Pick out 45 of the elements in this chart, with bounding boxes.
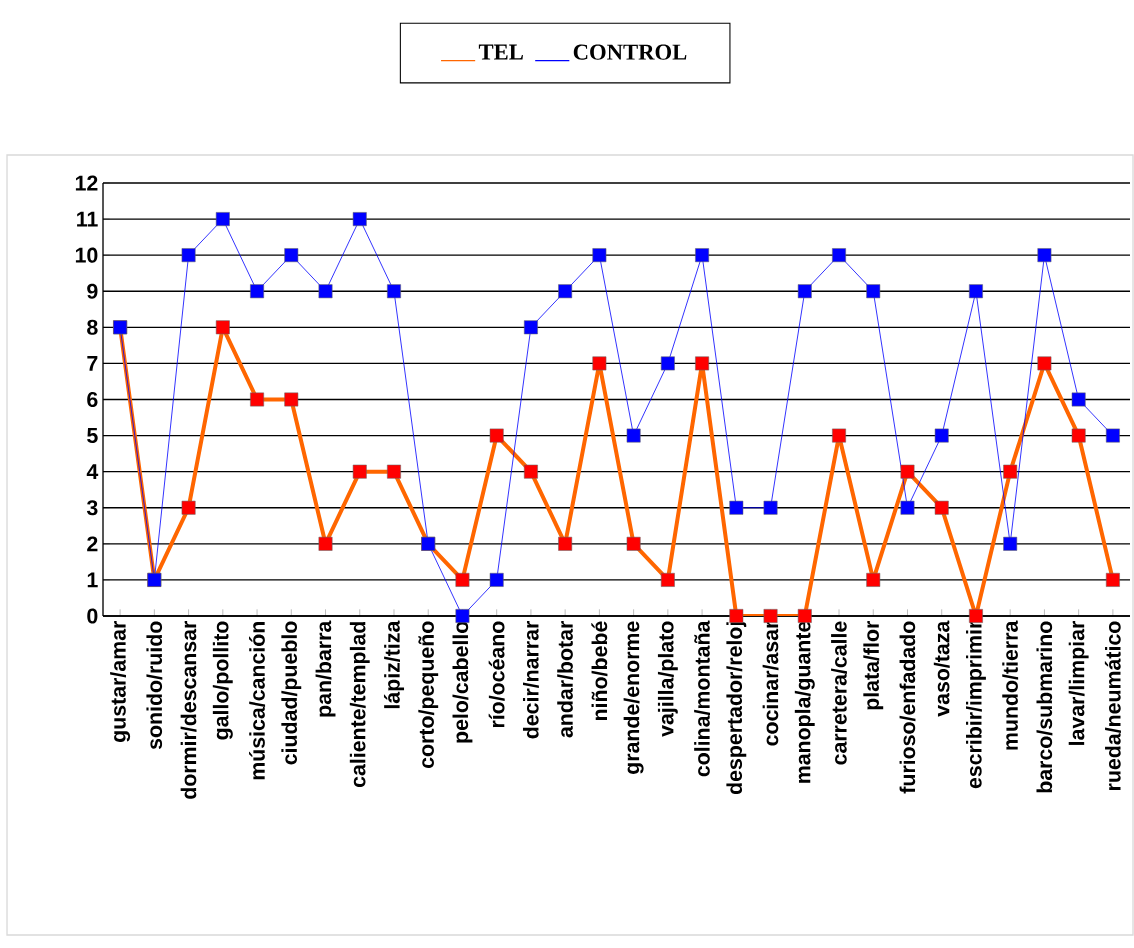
x-tick-label: corto/pequeño xyxy=(418,621,439,769)
y-tick-label: 10 xyxy=(75,247,98,263)
x-tick-label: lápiz/tiza xyxy=(383,620,405,709)
y-tick-label: 2 xyxy=(87,536,98,552)
x-tick-label: pan/barra xyxy=(315,620,336,717)
y-tick-label: 4 xyxy=(86,464,99,479)
legend-label: CONTROL xyxy=(573,44,687,60)
x-tick-label: gustar/amar xyxy=(110,621,131,742)
y-tick-label: 11 xyxy=(77,211,98,227)
x-tick-label: grande/enorme xyxy=(623,621,644,774)
x-tick-label: sonido/ruido xyxy=(146,621,163,750)
y-tick-label: 5 xyxy=(87,428,98,444)
y-tick-label: 0 xyxy=(87,608,98,624)
x-tick-label: caliente/templad xyxy=(349,622,370,788)
x-tick-label: ciudad/pueblo xyxy=(281,621,302,765)
x-tick-label: colina/montaña xyxy=(694,620,711,777)
x-tick-label: despertador/reloj xyxy=(726,622,747,795)
y-tick-label: 8 xyxy=(87,319,98,335)
x-tick-label: barco/submarino xyxy=(1036,621,1053,793)
y-tick-label: 3 xyxy=(86,500,98,516)
x-tick-label: río/océano xyxy=(488,621,505,728)
x-tick-label: rueda/neumático xyxy=(1104,621,1121,790)
x-tick-label: dormir/descansar xyxy=(180,621,197,799)
x-tick-label: escribir/imprimir xyxy=(966,621,986,789)
x-tick-label: mundo/tierra xyxy=(1002,620,1019,750)
x-tick-label: niño/bebé xyxy=(591,621,608,721)
legend-label: TEL xyxy=(478,44,523,60)
y-tick-label: 9 xyxy=(87,283,98,299)
x-tick-label: plata/flor xyxy=(863,621,884,710)
y-tick-label: 7 xyxy=(87,356,98,371)
x-tick-label: decir/narrar xyxy=(522,621,539,739)
x-tick-label: cocinar/asar xyxy=(762,621,779,746)
x-tick-label: manopla/guante xyxy=(794,621,815,783)
x-tick-label: música/canción xyxy=(249,622,266,780)
x-tick-label: vajilla/plato xyxy=(657,621,678,737)
x-tick-label: vaso/taza xyxy=(933,620,950,717)
x-tick-label: gallo/pollito xyxy=(212,621,233,740)
y-tick-label: 6 xyxy=(87,391,98,408)
x-tick-label: carretera/calle xyxy=(831,621,847,765)
x-tick-label: andar/botar xyxy=(557,621,574,738)
x-tick-label: lavar/limpiar xyxy=(1068,621,1089,745)
x-tick-label: furioso/enfadado xyxy=(899,621,916,794)
x-tick-label: pelo/cabello xyxy=(452,621,473,743)
y-tick-label: 12 xyxy=(75,175,98,191)
y-tick-label: 1 xyxy=(87,572,98,588)
